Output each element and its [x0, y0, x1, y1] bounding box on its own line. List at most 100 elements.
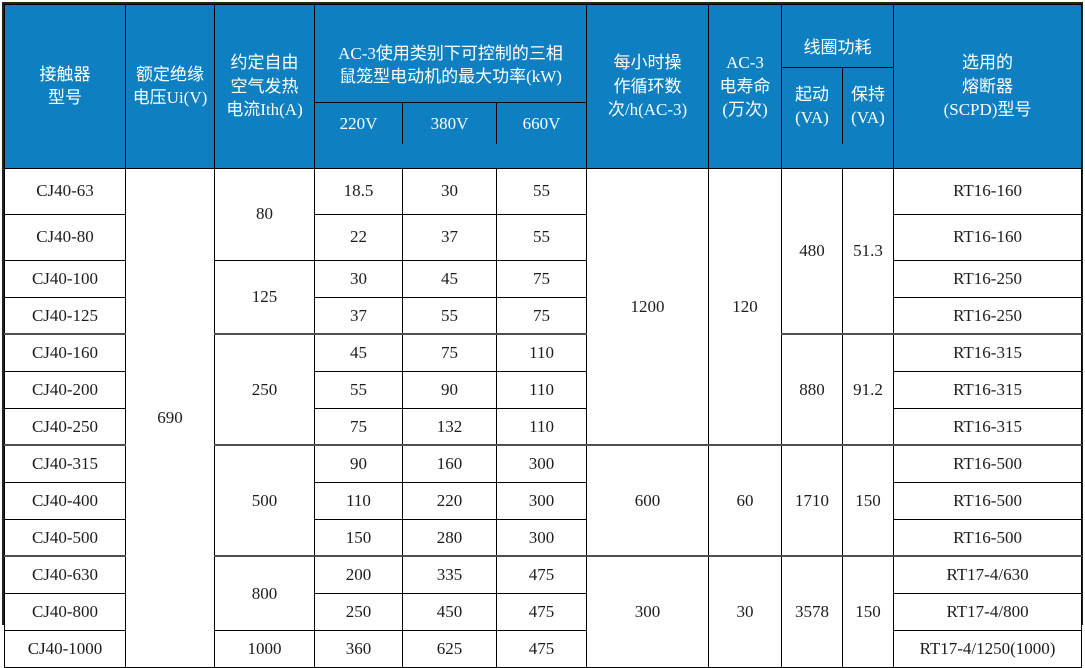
cell-coil-hold: 91.2 — [842, 333, 895, 446]
cell-fuse: RT16-160 — [893, 167, 1083, 215]
table-header: 接触器 型号 额定绝缘 电压Ui(V) 约定自由 空气发热 电流Ith(A) A… — [4, 4, 1083, 169]
cell-power-660: 300 — [495, 444, 588, 483]
cell-power-660: 475 — [495, 555, 588, 594]
cell-fuse: RT16-500 — [893, 481, 1083, 520]
cell-cycles: 1200 — [586, 167, 710, 446]
cell-fuse: RT16-160 — [893, 213, 1083, 261]
cell-power-380: 160 — [402, 444, 497, 483]
header-sub-220v: 220V — [339, 114, 378, 134]
cell-fuse: RT17-4/1250(1000) — [893, 629, 1083, 668]
cell-life: 120 — [708, 167, 783, 446]
cell-coil-start: 3578 — [781, 555, 844, 668]
header-sub-start-va: 起动 (VA) — [794, 85, 829, 128]
cell-power-380: 37 — [402, 213, 497, 261]
cell-power-380: 55 — [402, 296, 497, 335]
cell-model: CJ40-500 — [4, 518, 126, 557]
cell-ith: 250 — [214, 333, 315, 446]
cell-power-660: 110 — [495, 370, 588, 409]
cell-power-660: 75 — [495, 296, 588, 335]
cell-model: CJ40-250 — [4, 407, 126, 446]
cell-ith: 80 — [214, 167, 315, 261]
cell-power-660: 110 — [495, 407, 588, 446]
header-row: 接触器 型号 额定绝缘 电压Ui(V) 约定自由 空气发热 电流Ith(A) A… — [4, 4, 1083, 169]
cell-cycles: 600 — [586, 444, 710, 557]
cell-model: CJ40-160 — [4, 333, 126, 372]
cell-power-380: 625 — [402, 629, 497, 668]
table-body: CJ40-63 690 80 18.5 30 55 1200 120 480 5… — [4, 167, 1083, 668]
table-row: CJ40-63 690 80 18.5 30 55 1200 120 480 5… — [4, 167, 1083, 668]
cell-fuse: RT16-315 — [893, 370, 1083, 409]
header-power-title: AC-3使用类别下可控制的三相 鼠笼型电动机的最大功率(kW) — [315, 28, 586, 104]
cell-model: CJ40-100 — [4, 259, 126, 298]
header-power-group: AC-3使用类别下可控制的三相 鼠笼型电动机的最大功率(kW) 220V 380… — [313, 4, 588, 169]
cell-power-220: 150 — [314, 518, 403, 557]
table-row: CJ40-500 150 280 300 RT16-500 — [4, 518, 1083, 557]
table-row: CJ40-125 37 55 75 RT16-250 — [4, 296, 1083, 335]
cell-coil-start: 880 — [781, 333, 844, 446]
cell-ith: 500 — [214, 444, 315, 557]
contactor-spec-table: 接触器 型号 额定绝缘 电压Ui(V) 约定自由 空气发热 电流Ith(A) A… — [4, 4, 1083, 668]
cell-power-660: 110 — [495, 333, 588, 372]
cell-power-380: 220 — [402, 481, 497, 520]
cell-power-380: 90 — [402, 370, 497, 409]
table-row: CJ40-250 75 132 110 RT16-315 — [4, 407, 1083, 446]
cell-model: CJ40-400 — [4, 481, 126, 520]
cell-power-220: 37 — [314, 296, 403, 335]
cell-coil-start: 480 — [781, 167, 844, 335]
header-coil-group-wrap: 线圈功耗 起动 (VA) 保持 (VA) — [782, 28, 893, 145]
cell-power-660: 75 — [495, 259, 588, 298]
cell-power-380: 335 — [402, 555, 497, 594]
cell-model: CJ40-125 — [4, 296, 126, 335]
cell-power-220: 55 — [314, 370, 403, 409]
header-ith: 约定自由 空气发热 电流Ith(A) — [214, 4, 315, 169]
cell-power-380: 30 — [402, 167, 497, 215]
cell-cycles: 300 — [586, 555, 710, 668]
table-row: CJ40-80 22 37 55 RT16-160 — [4, 213, 1083, 261]
cell-power-220: 200 — [314, 555, 403, 594]
header-coil-subs: 起动 (VA) 保持 (VA) — [783, 68, 893, 145]
cell-power-380: 280 — [402, 518, 497, 557]
cell-power-380: 75 — [402, 333, 497, 372]
table-row: CJ40-100 125 30 45 75 RT16-250 — [4, 259, 1083, 335]
cell-fuse: RT16-250 — [893, 296, 1083, 335]
cell-power-660: 475 — [495, 629, 588, 668]
header-voltage: 额定绝缘 电压Ui(V) — [125, 4, 215, 169]
cell-ith: 1000 — [214, 629, 315, 668]
cell-power-220: 360 — [314, 629, 403, 668]
cell-power-220: 18.5 — [314, 167, 403, 215]
cell-fuse: RT16-500 — [893, 444, 1083, 483]
cell-model: CJ40-800 — [4, 592, 126, 631]
cell-power-660: 55 — [495, 213, 588, 261]
cell-power-220: 250 — [314, 592, 403, 631]
header-cycles: 每小时操 作循环数 次/h(AC-3) — [586, 4, 710, 169]
cell-power-220: 30 — [314, 259, 403, 298]
cell-fuse: RT16-250 — [893, 259, 1083, 298]
cell-power-380: 45 — [402, 259, 497, 298]
cell-fuse: RT16-315 — [893, 407, 1083, 446]
cell-power-220: 90 — [314, 444, 403, 483]
header-model: 接触器 型号 — [4, 4, 126, 169]
header-power-subs: 220V 380V 660V — [316, 103, 586, 145]
table-row: CJ40-200 55 90 110 RT16-315 — [4, 370, 1083, 409]
cell-coil-hold: 150 — [842, 555, 895, 668]
cell-power-220: 110 — [314, 481, 403, 520]
cell-model: CJ40-630 — [4, 555, 126, 594]
cell-power-380: 450 — [402, 592, 497, 631]
header-life: AC-3 电寿命 (万次) — [708, 4, 783, 169]
cell-ith: 125 — [214, 259, 315, 335]
header-power-group-wrap: AC-3使用类别下可控制的三相 鼠笼型电动机的最大功率(kW) 220V 380… — [315, 28, 586, 145]
table-row: CJ40-315 500 90 160 300 600 60 1710 150 … — [4, 444, 1083, 557]
header-fuse: 选用的 熔断器 (SCPD)型号 — [893, 4, 1083, 169]
cell-coil-hold: 51.3 — [842, 167, 895, 335]
cell-model: CJ40-200 — [4, 370, 126, 409]
cell-model: CJ40-315 — [4, 444, 126, 483]
header-sub-380v: 380V — [402, 103, 496, 145]
cell-fuse: RT17-4/800 — [893, 592, 1083, 631]
cell-power-220: 22 — [314, 213, 403, 261]
cell-model: CJ40-1000 — [4, 629, 126, 668]
cell-power-660: 300 — [495, 518, 588, 557]
cell-power-660: 300 — [495, 481, 588, 520]
table-row: CJ40-400 110 220 300 RT16-500 — [4, 481, 1083, 520]
